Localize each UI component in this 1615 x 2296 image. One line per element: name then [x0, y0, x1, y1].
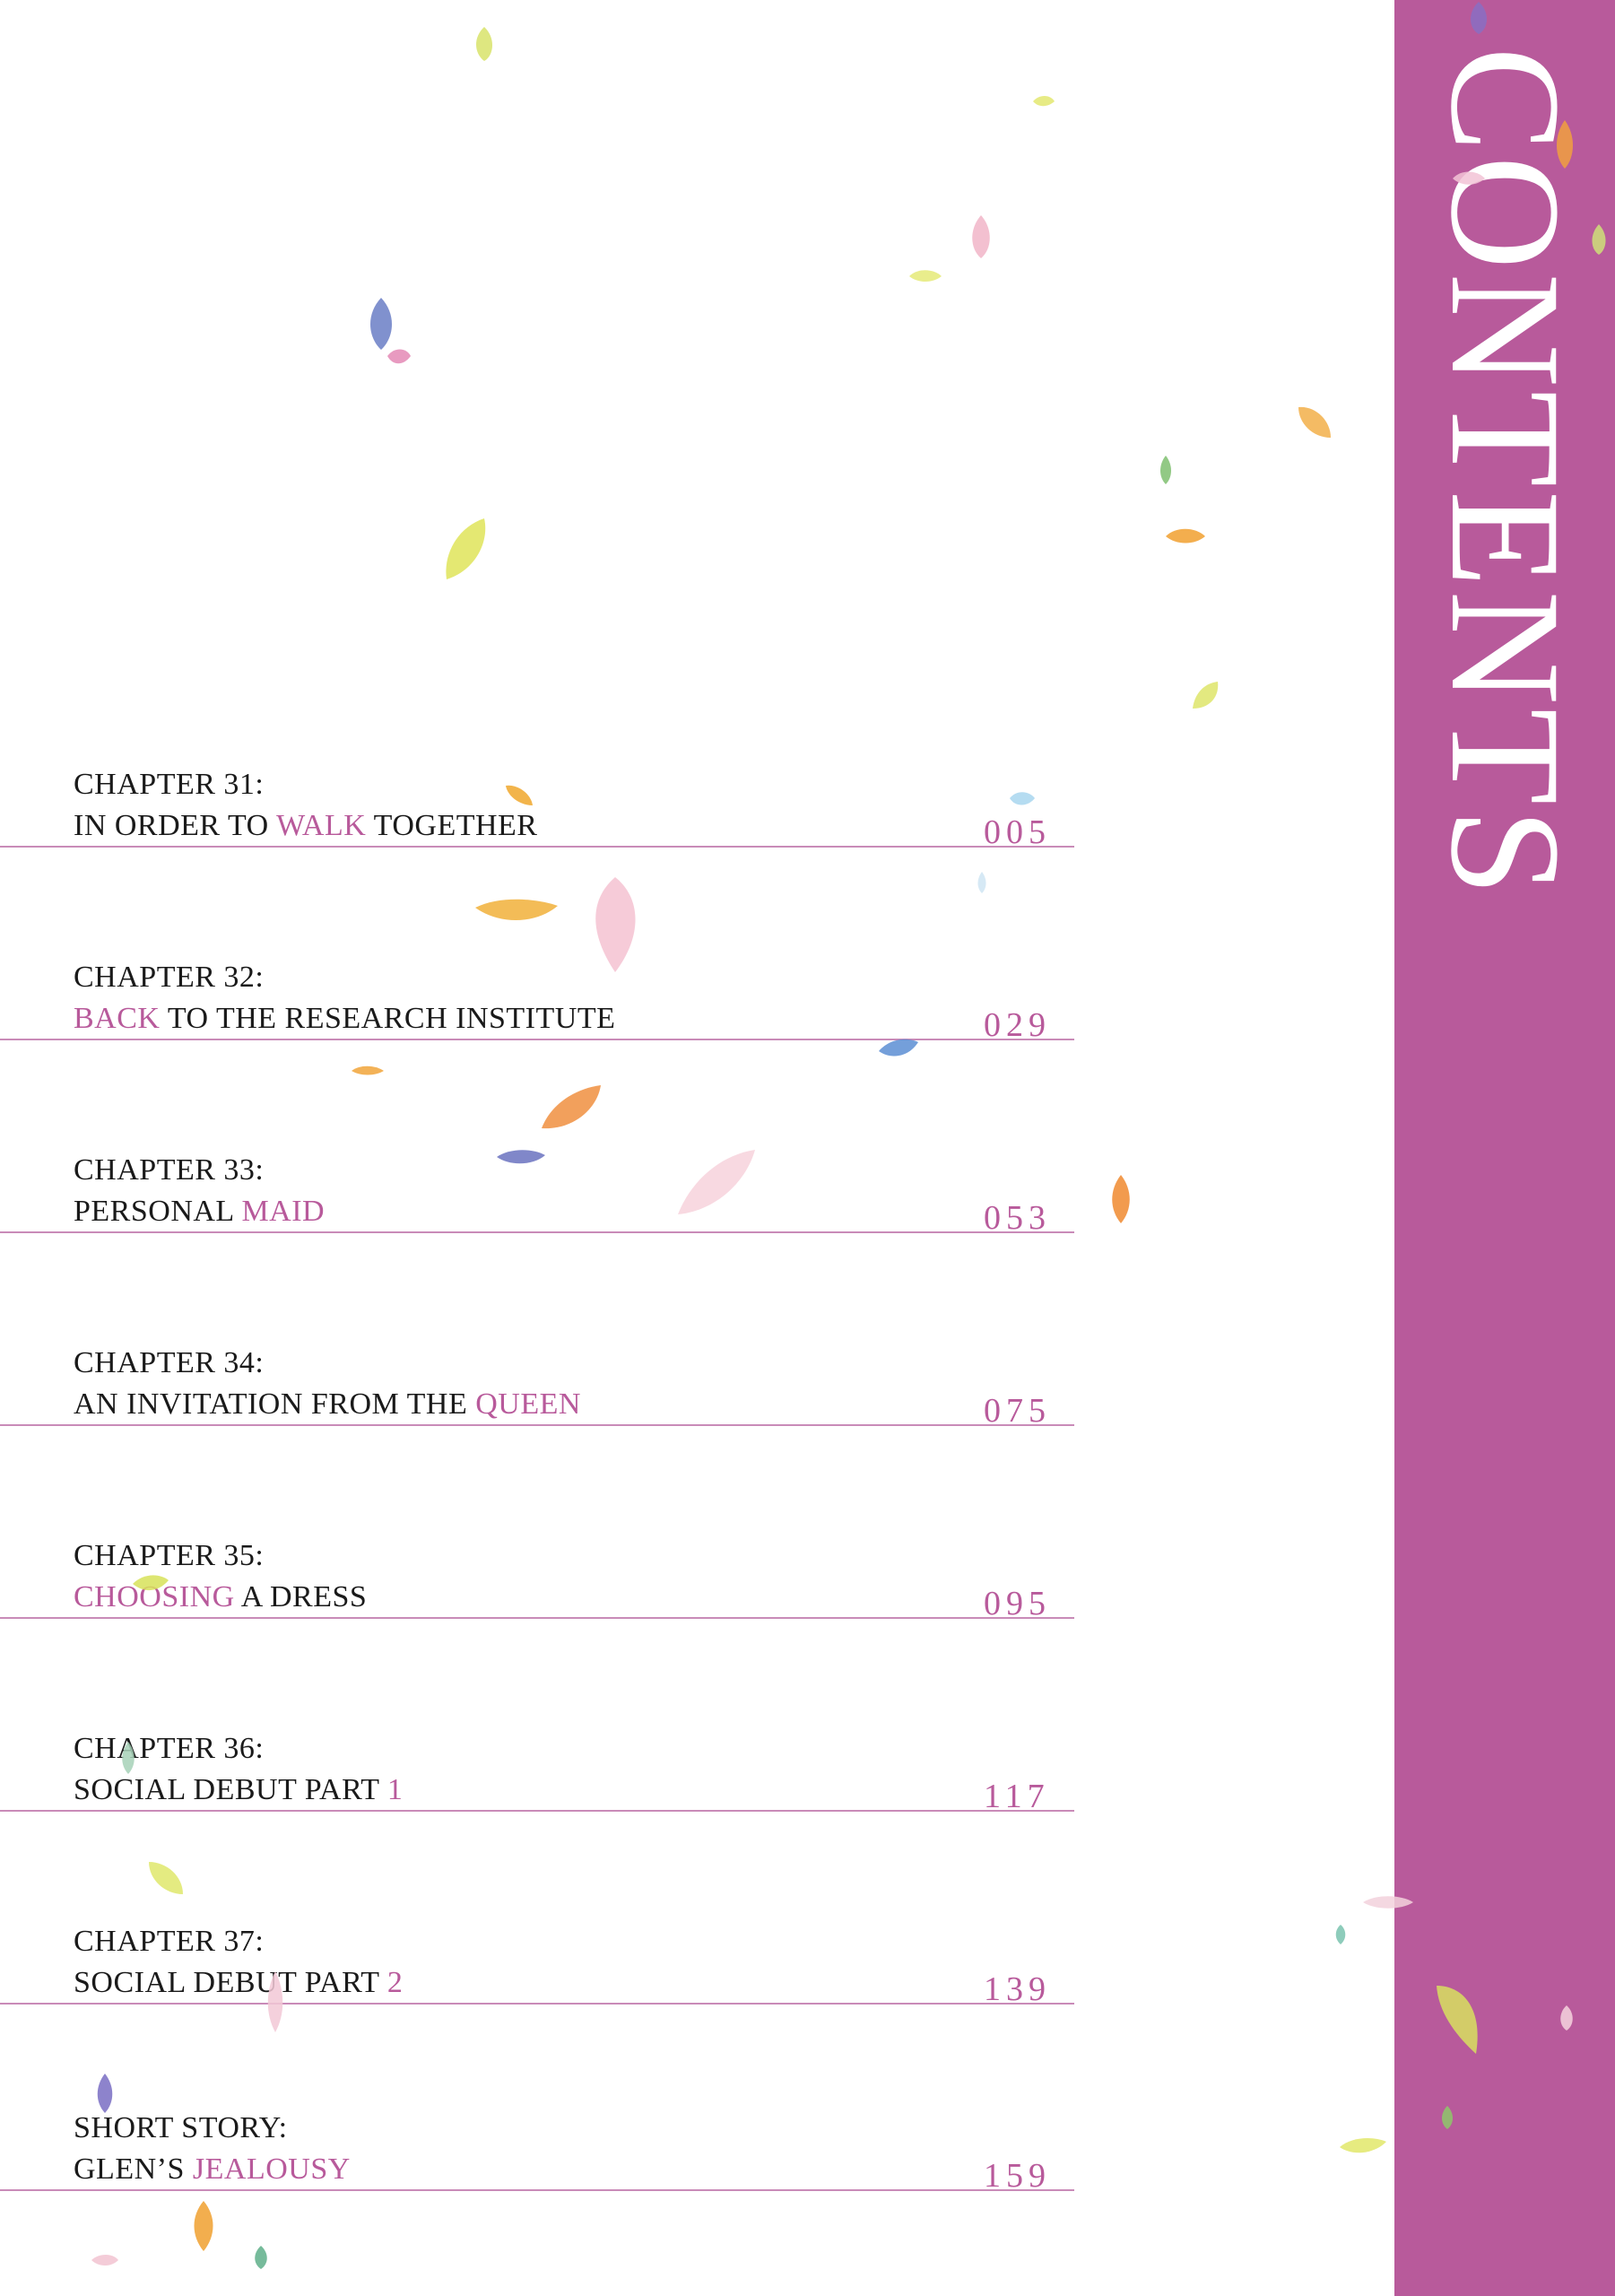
petal-icon	[1335, 1925, 1346, 1944]
petal-icon	[369, 298, 393, 350]
petal-icon	[879, 1039, 918, 1057]
petal-icon	[122, 1742, 135, 1774]
toc-entry[interactable]: CHAPTER 37: SOCIAL DEBUT PART 2 139	[0, 1925, 1076, 2014]
petal-icon	[1298, 406, 1331, 438]
petal-icon	[255, 2246, 267, 2269]
chapter-title: AN INVITATION FROM THE QUEEN	[74, 1387, 581, 1422]
entry-divider	[0, 1231, 1074, 1233]
chapter-title: BACK TO THE RESEARCH INSTITUTE	[74, 1002, 615, 1036]
page-number: 005	[984, 813, 1051, 851]
chapter-label: CHAPTER 34:	[74, 1346, 265, 1379]
toc-entry[interactable]: SHORT STORY: GLEN’S JEALOUSY 159	[0, 2111, 1076, 2201]
entry-divider	[0, 1424, 1074, 1426]
petal-icon	[149, 1862, 183, 1894]
chapter-label: CHAPTER 36:	[74, 1732, 265, 1765]
chapter-title: SOCIAL DEBUT PART 2	[74, 1966, 403, 2000]
petal-icon	[1033, 95, 1055, 107]
title-segment: SOCIAL DEBUT PART	[74, 1966, 387, 1999]
title-segment: A DRESS	[234, 1580, 368, 1613]
contents-band	[1394, 0, 1615, 2296]
title-accent-segment: QUEEN	[475, 1387, 581, 1421]
chapter-label: CHAPTER 32:	[74, 961, 265, 994]
petal-icon	[1470, 2, 1488, 34]
entry-divider	[0, 1039, 1074, 1040]
title-accent-segment: JEALOUSY	[192, 2152, 351, 2186]
page-number: 053	[984, 1199, 1051, 1237]
page-number: 139	[984, 1970, 1051, 2008]
petal-icon	[1363, 1896, 1413, 1909]
title-segment: PERSONAL	[74, 1195, 242, 1228]
petal-icon	[1556, 120, 1574, 169]
petal-icon	[497, 1150, 545, 1164]
petal-icon	[387, 349, 411, 364]
title-segment: TOGETHER	[366, 809, 538, 842]
title-accent-segment: BACK	[74, 1002, 161, 1035]
chapter-title: PERSONAL MAID	[74, 1195, 325, 1229]
chapter-label: CHAPTER 35:	[74, 1539, 265, 1572]
title-accent-segment: WALK	[276, 809, 367, 842]
petal-icon	[133, 1575, 169, 1591]
title-accent-segment: MAID	[241, 1195, 326, 1228]
petal-icon	[1166, 528, 1205, 544]
petal-icon	[352, 1065, 384, 1075]
chapter-label: CHAPTER 31:	[74, 768, 265, 801]
petal-icon	[1442, 2106, 1453, 2129]
petal-icon	[97, 2074, 113, 2113]
page-number: 029	[984, 1006, 1051, 1044]
toc-entry[interactable]: CHAPTER 36: SOCIAL DEBUT PART 1 117	[0, 1732, 1076, 1822]
entry-divider	[0, 2189, 1074, 2191]
chapter-title: SOCIAL DEBUT PART 1	[74, 1773, 403, 1807]
title-segment: SOCIAL DEBUT PART	[74, 1773, 387, 1806]
chapter-label: CHAPTER 37:	[74, 1925, 265, 1958]
petal-icon	[506, 785, 533, 805]
petal-icon	[1437, 1986, 1478, 2054]
petal-icon	[1193, 682, 1219, 709]
petal-icon	[1010, 792, 1035, 805]
petal-icon	[91, 2255, 118, 2266]
chapter-title: IN ORDER TO WALK TOGETHER	[74, 809, 537, 843]
petal-icon	[909, 270, 942, 282]
title-accent-segment: 1	[386, 1773, 404, 1806]
chapter-title: CHOOSING A DRESS	[74, 1580, 367, 1614]
page-number: 159	[984, 2157, 1051, 2195]
entry-divider	[0, 1617, 1074, 1619]
petal-icon	[475, 899, 558, 921]
entry-divider	[0, 1810, 1074, 1812]
page-number: 075	[984, 1392, 1051, 1430]
entry-divider	[0, 2003, 1074, 2005]
title-segment: AN INVITATION FROM THE	[74, 1387, 476, 1421]
petal-icon	[194, 2201, 213, 2251]
chapter-title: GLEN’S JEALOUSY	[74, 2152, 351, 2187]
petal-icon	[972, 215, 990, 258]
petal-icon	[1592, 224, 1606, 255]
toc-entry[interactable]: CHAPTER 32: BACK TO THE RESEARCH INSTITU…	[0, 961, 1076, 1050]
toc-entry[interactable]: CHAPTER 33: PERSONAL MAID 053	[0, 1153, 1076, 1243]
title-segment: IN ORDER TO	[74, 809, 277, 842]
petal-icon	[595, 877, 636, 972]
contents-heading: CONTENTS	[1418, 47, 1593, 900]
chapter-label: SHORT STORY:	[74, 2111, 288, 2144]
page-number: 117	[984, 1778, 1050, 1815]
chapter-label: CHAPTER 33:	[74, 1153, 265, 1187]
petal-icon	[1560, 2005, 1573, 2031]
title-segment: GLEN’S	[74, 2152, 193, 2186]
toc-entry[interactable]: CHAPTER 34: AN INVITATION FROM THE QUEEN…	[0, 1346, 1076, 1436]
petal-icon	[1453, 171, 1485, 185]
toc-entry[interactable]: CHAPTER 31: IN ORDER TO WALK TOGETHER 00…	[0, 768, 1076, 857]
petal-icon	[542, 1085, 601, 1129]
petal-icon	[267, 1971, 283, 2032]
petal-icon	[1160, 456, 1171, 484]
entry-divider	[0, 846, 1074, 848]
petal-icon	[446, 518, 486, 579]
title-accent-segment: 2	[386, 1966, 404, 1999]
petal-icon	[475, 27, 493, 61]
title-segment: TO THE RESEARCH INSTITUTE	[160, 1002, 616, 1035]
petal-icon	[678, 1150, 755, 1214]
petal-icon	[1340, 2138, 1386, 2153]
petal-icon	[977, 872, 986, 893]
petal-icon	[1112, 1175, 1130, 1223]
page-number: 095	[984, 1585, 1051, 1622]
